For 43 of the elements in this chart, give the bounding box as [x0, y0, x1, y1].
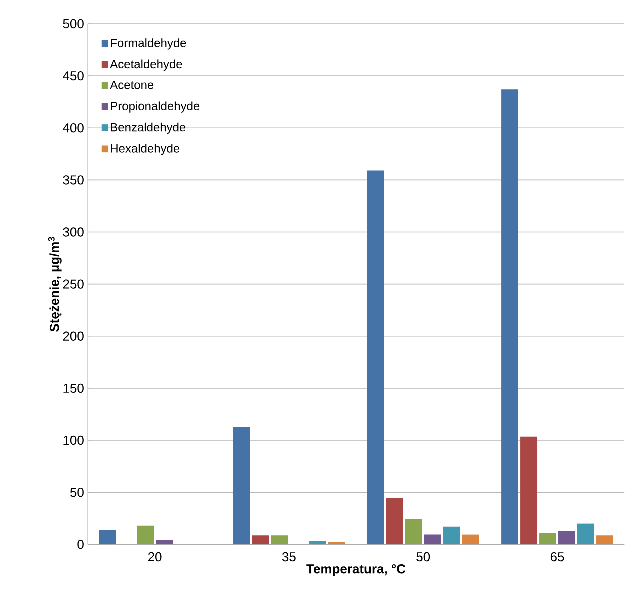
legend-label: Acetaldehyde	[110, 60, 182, 72]
y-tick-label: 300	[63, 228, 84, 238]
bar	[443, 527, 460, 545]
bar	[540, 533, 557, 545]
y-tick-label: 400	[63, 124, 84, 133]
y-tick-label: 500	[63, 20, 84, 29]
bar	[137, 526, 154, 545]
bar	[596, 536, 614, 545]
y-tick-label: 50	[70, 488, 84, 498]
bar	[252, 536, 270, 545]
y-tick-label: 150	[64, 384, 84, 394]
bar	[578, 524, 594, 545]
y-tick-label: 0	[78, 540, 84, 550]
bar	[462, 534, 480, 545]
bar	[424, 534, 442, 545]
bar	[367, 171, 384, 545]
bar	[99, 530, 116, 545]
legend-label: Hexaldehyde	[111, 144, 180, 156]
x-tick-label: 50	[416, 552, 430, 562]
x-tick-label: 65	[550, 552, 564, 562]
legend-label: Propionaldehyde	[111, 102, 200, 114]
legend-label: Benzaldehyde	[111, 123, 186, 134]
bar	[386, 498, 404, 545]
x-axis-title: Temperatura, °C	[306, 564, 406, 576]
bar	[271, 536, 288, 545]
bar	[328, 542, 346, 545]
y-tick-label: 100	[64, 436, 84, 446]
bar	[405, 519, 422, 545]
bar	[233, 427, 250, 545]
x-tick-label: 35	[282, 552, 296, 562]
bar	[558, 531, 576, 545]
bar	[309, 541, 326, 545]
bar	[520, 437, 538, 545]
bar	[156, 540, 174, 545]
y-tick-label: 250	[63, 280, 84, 290]
legend-label: Formaldehyde	[111, 38, 186, 50]
y-axis-title: Stężenie, µg/m$^{3}$	[48, 237, 62, 332]
legend-label: Acetone	[110, 81, 154, 90]
x-tick-label: 20	[148, 552, 162, 562]
y-tick-label: 450	[63, 72, 84, 81]
y-tick-label: 350	[63, 176, 84, 185]
bar	[502, 90, 519, 545]
y-tick-label: 200	[63, 332, 84, 342]
